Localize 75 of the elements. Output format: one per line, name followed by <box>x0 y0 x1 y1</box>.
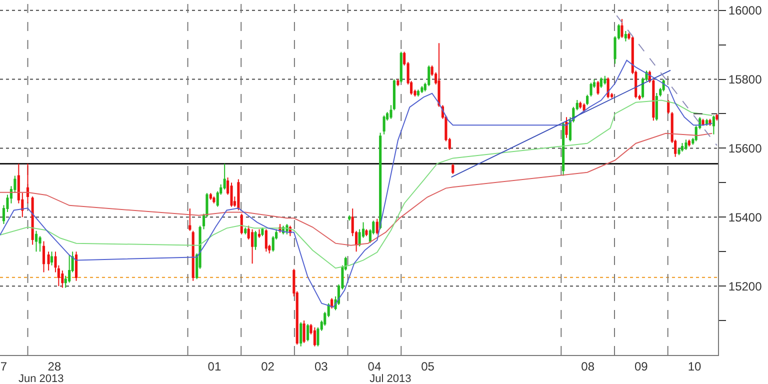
candlestick <box>330 298 334 309</box>
candlestick <box>684 139 688 150</box>
candlestick <box>302 320 306 344</box>
candlestick <box>680 142 684 152</box>
candlestick <box>604 75 606 85</box>
candlestick <box>579 101 582 110</box>
candlestick <box>306 323 310 342</box>
candlestick <box>264 228 268 252</box>
y-tick-label: 15800 <box>728 72 762 86</box>
candlestick <box>582 102 586 113</box>
candlestick <box>300 322 302 347</box>
candlestick <box>562 122 565 176</box>
y-tick-label: 15200 <box>728 279 762 294</box>
x2-tick-label: Jun 2013 <box>18 373 64 384</box>
candlestick <box>50 251 54 266</box>
candlestick <box>251 228 254 264</box>
candlestick <box>420 86 424 94</box>
candlestick <box>254 230 257 250</box>
candlestick <box>223 163 226 190</box>
candlestick <box>712 114 715 135</box>
y-tick-label: 16000 <box>728 4 762 18</box>
candlestick <box>348 214 351 222</box>
candlestick <box>382 114 386 135</box>
candlestick <box>702 118 704 126</box>
candlestick <box>600 77 602 88</box>
candlestick <box>31 196 34 246</box>
candlestick <box>26 163 30 204</box>
candlestick <box>596 80 600 96</box>
candlestick <box>240 213 243 235</box>
candlestick <box>624 30 627 42</box>
candlestick <box>188 208 192 232</box>
x-tick-label: 05 <box>421 359 435 374</box>
candlestick <box>620 18 624 38</box>
candlestick <box>438 42 440 108</box>
y-tick-label: 15400 <box>728 210 762 224</box>
candlestick <box>261 226 264 237</box>
x-tick-label: 28 <box>48 359 62 374</box>
candlestick <box>667 99 670 114</box>
candlestick <box>74 251 78 282</box>
candlestick <box>400 51 402 84</box>
candlestick <box>313 326 316 347</box>
candlestick <box>688 139 690 147</box>
candlestick <box>209 192 212 200</box>
line-series <box>0 132 713 246</box>
candlestick <box>452 163 454 175</box>
candlestick <box>416 89 420 97</box>
x-tick-label: 03 <box>314 359 328 374</box>
candlestick <box>606 77 610 99</box>
x-tick-label: 02 <box>261 359 275 374</box>
candlestick <box>34 230 38 252</box>
line-series <box>0 100 713 269</box>
candlestick <box>244 226 247 235</box>
x-tick-label: 10 <box>688 359 702 374</box>
candlestick <box>47 251 50 272</box>
candlestick <box>42 240 46 273</box>
candlestick <box>379 132 382 230</box>
candlestick <box>706 118 708 126</box>
candlestick <box>716 113 718 122</box>
x-tick-label: 7 <box>0 359 8 374</box>
x-tick-label: 04 <box>368 359 382 374</box>
candlestick <box>655 92 658 122</box>
candlestick <box>192 230 194 282</box>
x-tick-label: 08 <box>581 359 595 374</box>
x-tick-label: 01 <box>208 359 222 374</box>
x-tick-label: 09 <box>634 359 648 374</box>
x2-tick-label: Jul 2013 <box>370 373 412 384</box>
candlestick <box>565 116 568 138</box>
y-tick-label: 15600 <box>728 141 762 156</box>
line-series <box>0 60 713 308</box>
candlestick <box>258 228 261 238</box>
candlestick <box>365 228 368 237</box>
candlestick <box>376 218 378 235</box>
candlestick <box>237 178 240 211</box>
candlestick <box>396 78 400 87</box>
candlestick <box>212 196 216 204</box>
